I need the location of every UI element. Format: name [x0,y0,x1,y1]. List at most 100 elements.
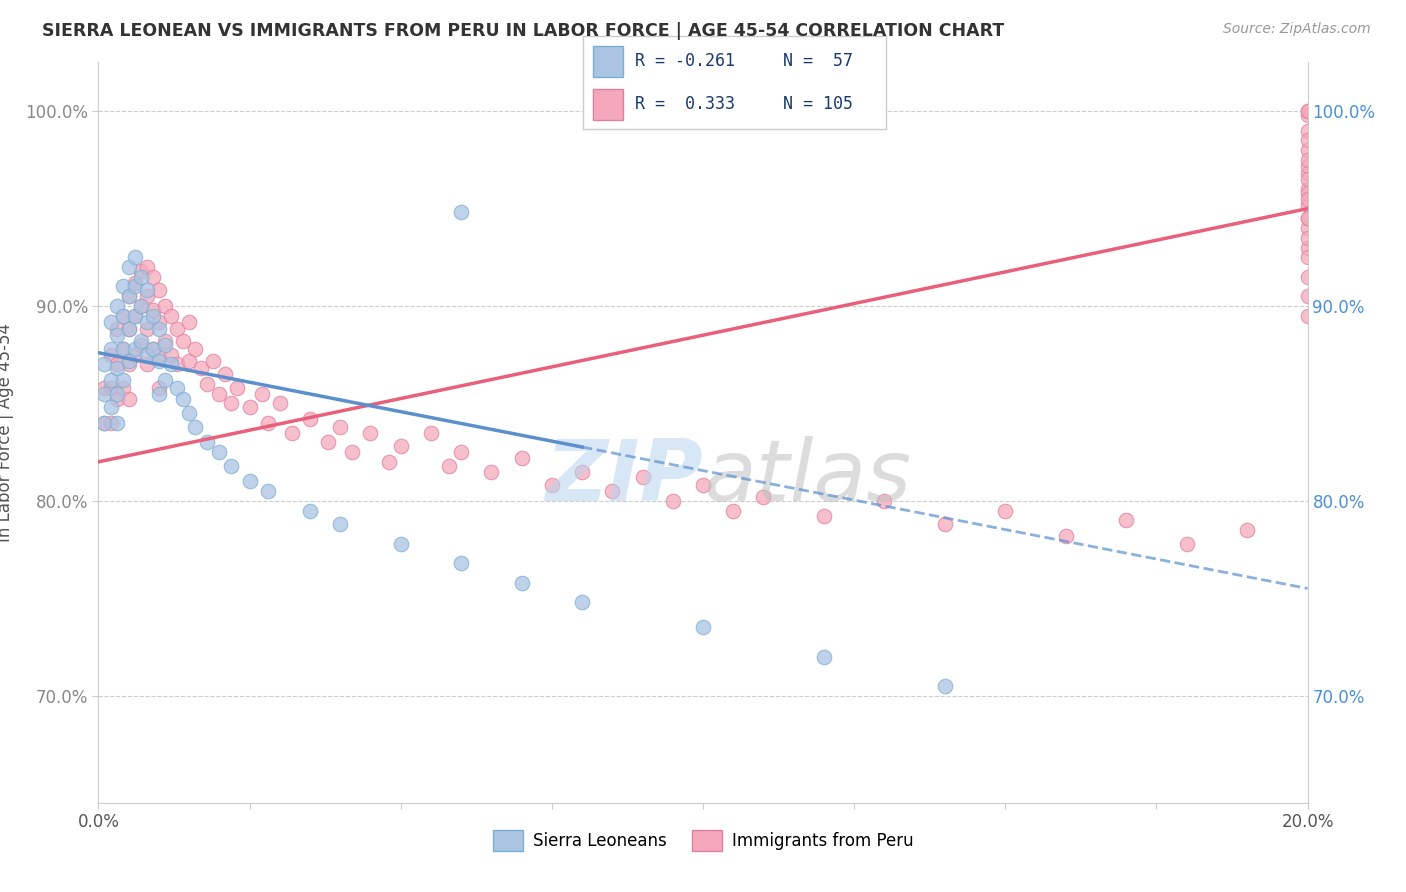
Point [111,373,134,387]
Y-axis label: In Labor Force | Age 45-54: In Labor Force | Age 45-54 [0,323,14,542]
Text: R =  0.333: R = 0.333 [636,95,735,113]
Point [93,386,115,401]
Point [135,260,157,274]
Point [118,392,141,407]
Point [450,556,472,570]
Point [202,353,225,368]
Point [148,314,170,328]
FancyBboxPatch shape [592,89,623,120]
Point [661,493,683,508]
Point [100,348,122,362]
Point [118,289,141,303]
Point [1296,186,1319,200]
Point [118,358,141,372]
Point [118,353,141,368]
Point [208,445,231,459]
Point [100,342,122,356]
Point [1296,123,1319,137]
Point [179,406,201,420]
Point [1296,197,1319,211]
Point [148,284,170,298]
Point [184,419,207,434]
Point [329,419,352,434]
Point [105,358,128,372]
Point [256,484,278,499]
Point [281,425,304,440]
Legend: Sierra Leoneans, Immigrants from Peru: Sierra Leoneans, Immigrants from Peru [486,823,920,857]
Point [571,595,593,609]
Point [631,470,654,484]
Point [1175,536,1198,550]
Point [1296,143,1319,157]
Point [934,517,956,532]
Point [437,458,460,473]
Point [124,309,146,323]
Point [148,348,170,362]
Text: N =  57: N = 57 [783,52,853,70]
Point [111,279,134,293]
Point [250,386,273,401]
Point [1054,529,1077,543]
Point [226,381,249,395]
Point [105,386,128,401]
Point [934,679,956,693]
Point [239,401,262,415]
Point [148,386,170,401]
Point [148,381,170,395]
Point [135,314,157,328]
Point [135,358,157,372]
Point [142,342,165,356]
Point [510,450,533,465]
Point [1296,289,1319,303]
Point [160,309,183,323]
Point [1296,211,1319,226]
Point [111,309,134,323]
Point [135,348,157,362]
Point [1296,192,1319,206]
Point [1236,523,1258,537]
Point [1296,269,1319,284]
Point [994,503,1017,517]
Point [129,334,152,348]
Point [329,517,352,532]
Point [129,264,152,278]
Point [813,649,835,664]
Point [752,490,775,504]
Point [124,342,146,356]
Point [135,289,157,303]
Point [124,250,146,264]
Text: N = 105: N = 105 [783,95,853,113]
Point [129,269,152,284]
Text: Source: ZipAtlas.com: Source: ZipAtlas.com [1223,22,1371,37]
Point [124,309,146,323]
Point [1296,182,1319,196]
Point [129,299,152,313]
Point [360,425,382,440]
Point [105,392,128,407]
Point [100,381,122,395]
Point [450,445,472,459]
Point [571,465,593,479]
Point [1296,166,1319,180]
Point [316,435,339,450]
Point [389,536,412,550]
FancyBboxPatch shape [592,46,623,77]
Point [179,353,201,368]
Text: SIERRA LEONEAN VS IMMIGRANTS FROM PERU IN LABOR FORCE | AGE 45-54 CORRELATION CH: SIERRA LEONEAN VS IMMIGRANTS FROM PERU I… [42,22,1004,40]
Point [602,484,624,499]
Point [153,338,176,352]
Point [142,302,165,317]
Point [481,465,503,479]
Point [142,342,165,356]
Point [813,509,835,524]
Point [1296,211,1319,226]
Point [100,416,122,430]
Point [450,205,472,219]
Point [124,279,146,293]
Point [723,503,745,517]
Point [214,367,236,381]
Point [118,322,141,336]
Point [179,314,201,328]
Point [299,412,322,426]
Point [118,289,141,303]
